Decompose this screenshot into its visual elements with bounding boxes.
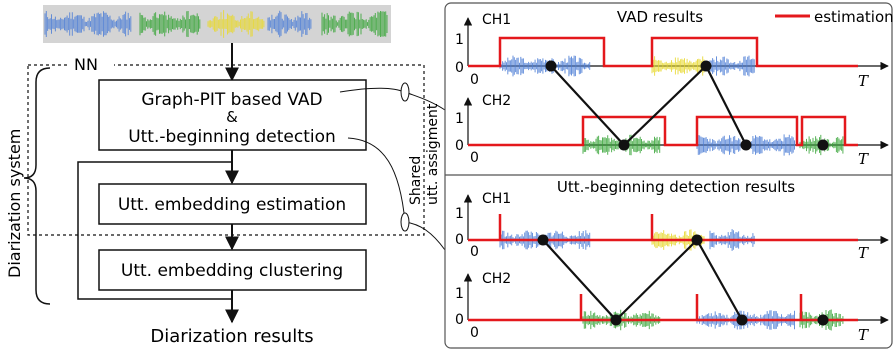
bottom-ch2-label: CH2	[482, 271, 511, 287]
bottom-ch2-x-zero: 0	[470, 325, 479, 341]
input-waveform	[43, 5, 391, 43]
bottom-ch1-label: CH1	[482, 191, 511, 207]
input-wave-segment-2	[139, 11, 201, 37]
top-ch2-x-axis: T	[858, 150, 869, 168]
utt-beginning-results-title: Utt.-beginning detection results	[557, 178, 795, 196]
embedding-clustering-label: Utt. embedding clustering	[121, 261, 343, 281]
bottom-ch1-x-axis: T	[858, 244, 869, 262]
assignment-node-9	[736, 314, 748, 326]
vad-ch1-estimation	[468, 36, 858, 68]
assignment-node-4	[740, 139, 752, 151]
connector-utt-beginning	[347, 137, 406, 223]
utt-assignment-path	[542, 238, 743, 322]
assignment-node-2	[618, 139, 630, 151]
bottom-ch2-y-zero: 0	[455, 312, 464, 328]
embedding-estimation-label: Utt. embedding estimation	[118, 195, 346, 215]
shared-label-1: Shared	[408, 156, 424, 205]
skip-connection	[77, 161, 232, 300]
utt-ch2-estimation	[468, 294, 858, 322]
top-ch1-x-zero: 0	[470, 72, 479, 88]
vad-label: Graph-PIT based VAD	[141, 90, 322, 110]
assignment-node-10	[817, 314, 829, 326]
input-wave-segment-1	[44, 11, 132, 37]
assignment-node-7	[610, 314, 622, 326]
assignment-node-3	[700, 60, 712, 72]
vad-block	[98, 79, 367, 151]
vad-results-title: VAD results	[617, 8, 703, 26]
connector-ring-bottom	[400, 212, 410, 232]
top-ch2-axis-labels: CH2 1 0 0 T	[455, 93, 869, 168]
vad-assignment-path	[550, 64, 747, 147]
system-brace	[23, 67, 51, 305]
top-ch1-y-one: 1	[455, 32, 464, 48]
assignment-node-8	[691, 234, 703, 246]
top-ch2-y-one: 1	[455, 111, 464, 127]
utt-beginning-label: Utt.-beginning detection	[128, 127, 336, 147]
input-wave-segment-5	[321, 11, 388, 37]
connector-utt-right	[404, 221, 446, 251]
top-ch2-x-zero: 0	[470, 150, 479, 166]
nn-dashed-box	[27, 64, 425, 236]
assignment-node-6	[537, 234, 549, 246]
utt-ch1-estimation	[468, 214, 858, 242]
system-label: Diarization system	[5, 129, 24, 278]
connector-vad	[339, 87, 405, 93]
assignment-node-1	[545, 60, 557, 72]
amp-label: &	[226, 108, 238, 126]
assignment-node-5	[817, 139, 829, 151]
top-ch1-axis-labels: CH1 1 0 0 T	[455, 12, 869, 90]
bottom-ch2-x-axis: T	[858, 326, 869, 344]
legend-estimation-label: estimation	[814, 8, 894, 26]
top-ch2-label: CH2	[482, 93, 511, 109]
bottom-ch1-x-zero: 0	[470, 244, 479, 260]
top-ch1-x-axis: T	[858, 72, 869, 90]
nn-label: NN	[74, 55, 98, 74]
top-ch1-y-zero: 0	[455, 60, 464, 76]
shared-label-2: utt. assigment	[425, 103, 441, 205]
output-label: Diarization results	[150, 326, 313, 347]
top-ch1-label: CH1	[482, 12, 511, 28]
bottom-ch1-y-one: 1	[455, 206, 464, 222]
input-wave-segment-4	[267, 10, 312, 38]
bottom-ch2-axis-labels: CH2 1 0 0 T	[455, 271, 869, 344]
input-wave-segment-3	[207, 10, 265, 38]
top-ch2-y-zero: 0	[455, 138, 464, 154]
bottom-ch2-y-one: 1	[455, 286, 464, 302]
connector-ring-top	[400, 82, 410, 102]
bottom-ch1-y-zero: 0	[455, 232, 464, 248]
bottom-ch1-axis-labels: CH1 1 0 0 T	[455, 191, 869, 262]
